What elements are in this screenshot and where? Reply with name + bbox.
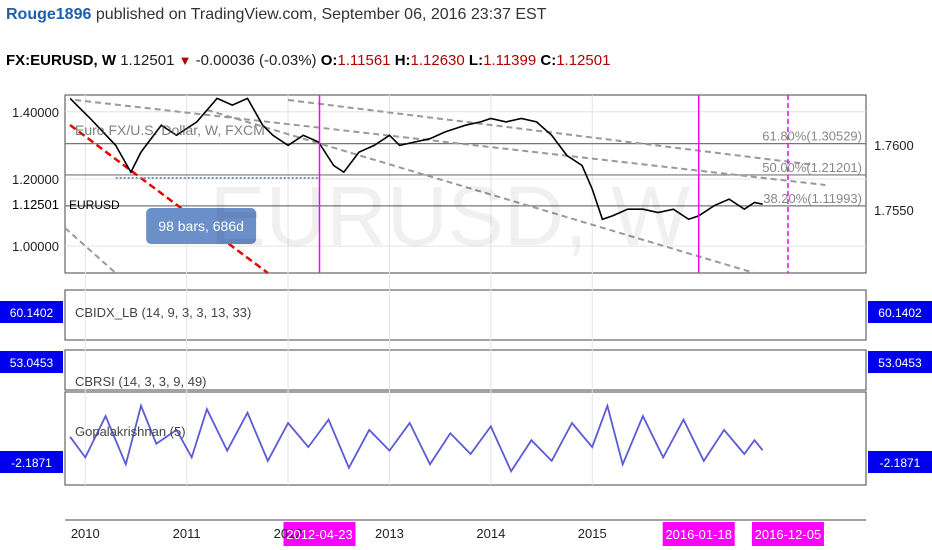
pane4-legend: Gopalakrishnan (5): [75, 424, 186, 439]
low-value: 1.11399: [483, 52, 537, 69]
high-label: H:: [394, 52, 411, 69]
price-change: -0.00036 (-0.03%): [195, 52, 317, 69]
pane3-red-line: [70, 360, 763, 373]
published-text: published on TradingView.com, September …: [95, 6, 547, 23]
trend-line[interactable]: [64, 227, 117, 274]
date-marker-label: 2016-12-05: [755, 527, 822, 542]
pane3-value-right-box: [868, 351, 932, 373]
red-trend-line[interactable]: [69, 123, 269, 275]
trend-line[interactable]: [75, 99, 826, 186]
measure-callout-text: 98 bars, 686d: [158, 218, 244, 234]
date-marker-label: 2012-04-23: [286, 527, 353, 542]
high-value: 1.12630: [410, 52, 465, 69]
open-value: 1.11561: [337, 52, 391, 69]
trend-line[interactable]: [206, 109, 755, 274]
fib-label: 50.00%(1.21201): [762, 160, 862, 175]
symbol-info-bar: FX:EURUSD, W 1.12501 ▼ -0.00036 (-0.03%)…: [6, 52, 611, 69]
pane4-value-left-box: [0, 451, 63, 473]
fib-label: 38.20%(1.11993): [763, 191, 862, 206]
watermark: EURUSD, W: [210, 169, 691, 263]
y-tick-label: 1.20000: [12, 172, 59, 187]
trend-line[interactable]: [287, 99, 816, 166]
pane-frame-p1: [64, 94, 867, 274]
x-tick-label: 2013: [375, 526, 404, 541]
author-link[interactable]: Rouge1896: [6, 6, 92, 23]
date-marker-box: [662, 522, 735, 546]
pane4-line: [69, 402, 764, 474]
x-tick-label: 2010: [71, 526, 100, 541]
price-legend: Euro FX/U.S. Dollar, W, FXCM: [75, 122, 265, 138]
pane-frame-p2: [64, 289, 867, 341]
measure-callout: [146, 208, 257, 244]
date-marker-label: 2016-01-18: [665, 527, 732, 542]
last-price: 1.12501: [120, 52, 175, 69]
low-label: L:: [468, 52, 484, 69]
pane-frame-p4: [64, 391, 867, 486]
x-tick-label: 2011: [173, 526, 201, 541]
publish-info: Rouge1896 published on TradingView.com, …: [6, 6, 547, 24]
y-tick-label: 1.00000: [12, 239, 59, 254]
y-tick-label: 1.40000: [12, 105, 59, 120]
pane-frame-p3: [64, 349, 867, 391]
x-tick-label: 2012: [274, 526, 303, 541]
interval[interactable]: W: [101, 52, 117, 69]
fib-label: 61.80%(1.30529): [762, 129, 862, 144]
pane3-value-left-box: [0, 351, 63, 373]
pane3-value-right-text: 53.0453: [878, 356, 922, 370]
date-marker-box: [751, 522, 824, 546]
x-tick-label: 2015: [578, 526, 607, 541]
close-label: C:: [540, 52, 557, 69]
right-axis-tick: 1.7550: [874, 203, 914, 218]
price-line: [69, 97, 763, 221]
pane3-value-left-text: 53.0453: [10, 356, 54, 370]
last-price-name: EURUSD: [69, 198, 120, 212]
pane3-legend: CBRSI (14, 3, 3, 9, 49): [75, 374, 207, 389]
right-axis-tick: 1.7600: [874, 138, 914, 153]
open-label: O:: [320, 52, 338, 69]
pane4-value-left-text: -2.1871: [11, 456, 52, 470]
pane2-value-left-text: 60.1402: [10, 306, 54, 320]
pane2-value-right-box: [868, 301, 932, 323]
pane2-value-right-text: 60.1402: [878, 306, 922, 320]
pane4-value-right-box: [868, 451, 932, 473]
pane4-value-right-text: -2.1871: [880, 456, 921, 470]
last-price-label: 1.12501: [12, 197, 59, 212]
pane2-legend: CBIDX_LB (14, 9, 3, 3, 13, 33): [75, 305, 251, 320]
x-tick-label: 2014: [476, 526, 505, 541]
down-arrow-icon: ▼: [178, 53, 192, 68]
symbol-name[interactable]: FX:EURUSD: [6, 52, 94, 69]
pane2-value-left-box: [0, 301, 63, 323]
close-value: 1.12501: [556, 52, 611, 69]
date-marker-box: [283, 522, 356, 546]
